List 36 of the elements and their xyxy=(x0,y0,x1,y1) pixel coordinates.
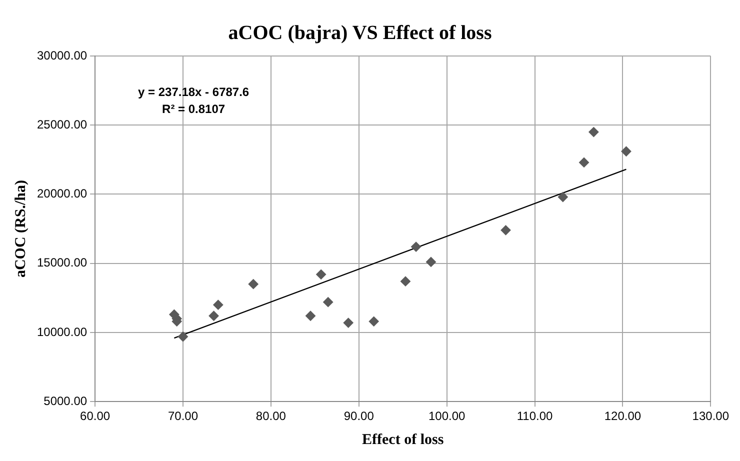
x-tick-label: 110.00 xyxy=(516,409,553,424)
point xyxy=(500,225,511,236)
point xyxy=(400,276,410,286)
point xyxy=(426,256,436,267)
chart-title: aCOC (bajra) VS Effect of loss xyxy=(228,22,492,44)
point xyxy=(579,157,590,168)
annotation: R² = 0.8107 xyxy=(162,102,226,116)
y-tick-label: 30000.00 xyxy=(36,48,88,62)
y-tick-label: 25000.00 xyxy=(36,117,88,132)
x-tick-label: 60.00 xyxy=(80,409,110,424)
point xyxy=(248,279,258,290)
y-tick-label: 15000.00 xyxy=(36,256,88,270)
x-tick-label: 130.00 xyxy=(692,409,730,424)
point xyxy=(323,297,334,308)
annotation: y = 237.18x - 6787.6 xyxy=(138,85,250,99)
point xyxy=(411,242,422,252)
y-tick-label: 20000.00 xyxy=(36,186,88,201)
point xyxy=(621,146,632,156)
point xyxy=(213,300,224,310)
x-tick-label: 120.00 xyxy=(604,409,642,424)
x-tick-label: 70.00 xyxy=(168,409,198,424)
point xyxy=(178,332,188,342)
y-tick-label: 5000.00 xyxy=(44,394,88,408)
point xyxy=(368,316,379,326)
point xyxy=(316,269,326,280)
x-tick-label: 90.00 xyxy=(344,409,374,424)
point xyxy=(306,310,316,321)
point xyxy=(588,127,599,138)
y-tick-label: 10000.00 xyxy=(36,324,88,339)
x-tick-label: 100.00 xyxy=(428,409,466,424)
point xyxy=(208,310,219,321)
point xyxy=(343,318,354,328)
x-tick-label: 80.00 xyxy=(256,409,286,424)
y-axis-title: aCOC (RS./ha) xyxy=(12,180,29,278)
x-axis-title: Effect of loss xyxy=(362,432,444,448)
point xyxy=(558,192,568,202)
